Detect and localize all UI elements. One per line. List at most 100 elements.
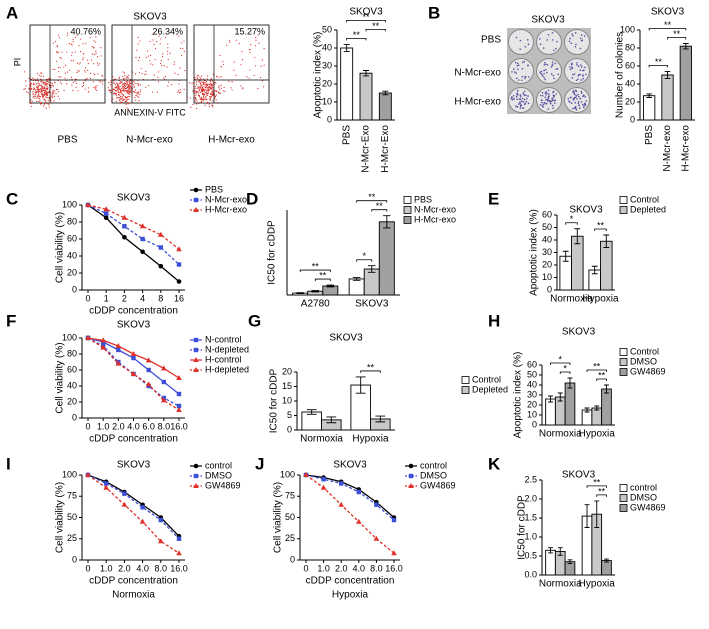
x-tick-label: Hypoxia xyxy=(579,579,616,590)
flow-dot xyxy=(153,44,155,46)
flow-dot xyxy=(158,35,160,37)
flow-dot xyxy=(197,74,199,76)
flow-dot xyxy=(119,99,121,101)
flow-dot xyxy=(58,98,60,100)
flow-dot xyxy=(118,88,121,90)
marker xyxy=(130,371,137,376)
colony xyxy=(572,35,574,37)
flow-dot xyxy=(207,102,209,105)
x-tick-label: PBS xyxy=(644,125,655,145)
legend-label: Control xyxy=(630,346,659,356)
flow-dot xyxy=(38,91,40,93)
flow-dot xyxy=(201,88,204,90)
flow-dot xyxy=(124,87,127,90)
colony xyxy=(570,42,573,45)
flow-dot xyxy=(51,95,53,97)
flow-dot xyxy=(34,94,36,96)
flow-dot xyxy=(212,92,214,94)
flow-dot xyxy=(38,84,40,86)
x-axis-sublabel: Hypoxia xyxy=(332,590,369,601)
flow-dot xyxy=(200,78,202,80)
flow-dot xyxy=(156,91,159,93)
legend-marker xyxy=(193,483,199,488)
flow-dot xyxy=(66,32,69,34)
flow-dot xyxy=(42,75,44,77)
legend-label: PBS xyxy=(414,194,432,204)
flow-dot xyxy=(197,85,199,87)
y-tick-label: 30 xyxy=(527,389,537,399)
legend-marker xyxy=(193,337,199,343)
x-axis-label: cDDP concentration xyxy=(89,434,178,445)
legend-swatch xyxy=(403,196,412,204)
marker xyxy=(100,344,106,350)
flow-dot xyxy=(41,72,43,75)
y-tick-label: 0 xyxy=(532,419,537,429)
flow-dot xyxy=(126,107,128,109)
flow-dot xyxy=(208,89,210,91)
flow-dot xyxy=(124,83,126,85)
flow-dot xyxy=(116,85,118,87)
flow-dot xyxy=(33,87,35,89)
flow-dot xyxy=(160,60,162,62)
flow-dot xyxy=(203,96,205,99)
marker xyxy=(103,206,109,212)
colony xyxy=(543,76,546,79)
flow-dot xyxy=(178,83,180,85)
flow-dot xyxy=(119,85,121,88)
flow-dot xyxy=(201,98,203,100)
chart-title: SKOV3 xyxy=(562,327,596,338)
flow-dot xyxy=(170,84,173,86)
flow-percent: 15.27% xyxy=(234,26,265,36)
flow-dot xyxy=(54,81,56,83)
legend-label: DMSO xyxy=(205,470,232,480)
y-tick-label: 10 xyxy=(527,409,537,419)
legend-swatch xyxy=(403,216,412,224)
colony xyxy=(547,97,550,99)
flow-dot xyxy=(57,34,60,36)
flow-dot xyxy=(44,82,46,84)
x-tick-label: 16.0 xyxy=(170,421,188,431)
legend-label: DMSO xyxy=(420,470,447,480)
colony xyxy=(544,78,547,81)
flow-dot xyxy=(194,77,196,79)
flow-dot xyxy=(66,71,69,73)
flow-dot xyxy=(208,105,211,108)
flow-dot xyxy=(37,85,40,88)
marker xyxy=(176,403,182,409)
flow-dot xyxy=(195,90,197,93)
flow-dot xyxy=(132,91,135,93)
colony xyxy=(551,104,554,107)
flow-dot xyxy=(203,78,205,80)
colony xyxy=(514,61,517,64)
chart-title: SKOV3 xyxy=(117,193,151,204)
y-tick-label: 80 xyxy=(67,348,77,358)
error-bar xyxy=(352,277,361,281)
colony xyxy=(554,47,557,50)
flow-dot xyxy=(209,88,211,90)
error-bar xyxy=(604,384,609,394)
colony xyxy=(524,77,526,80)
flow-dot xyxy=(217,91,220,93)
significance-bracket xyxy=(360,370,381,373)
flow-dot xyxy=(195,81,197,83)
colony xyxy=(521,75,524,78)
colony xyxy=(527,43,530,46)
flow-dot xyxy=(209,86,211,88)
flow-dot xyxy=(145,73,147,75)
marker xyxy=(176,550,182,556)
flow-dot xyxy=(218,85,220,87)
flow-dot xyxy=(198,96,201,98)
flow-dot xyxy=(206,78,208,80)
flow-dot xyxy=(209,84,211,86)
flow-dot xyxy=(229,41,231,43)
flow-dot xyxy=(88,91,90,93)
y-tick-label: 40 xyxy=(527,379,537,389)
flow-dot xyxy=(167,58,169,61)
flow-dot xyxy=(159,43,161,45)
flow-dot xyxy=(29,83,31,85)
significance-label: ** xyxy=(362,12,370,22)
flow-dot xyxy=(45,96,47,98)
error-bar xyxy=(567,377,573,389)
flow-dot xyxy=(91,53,93,55)
significance-label: ** xyxy=(353,30,361,40)
